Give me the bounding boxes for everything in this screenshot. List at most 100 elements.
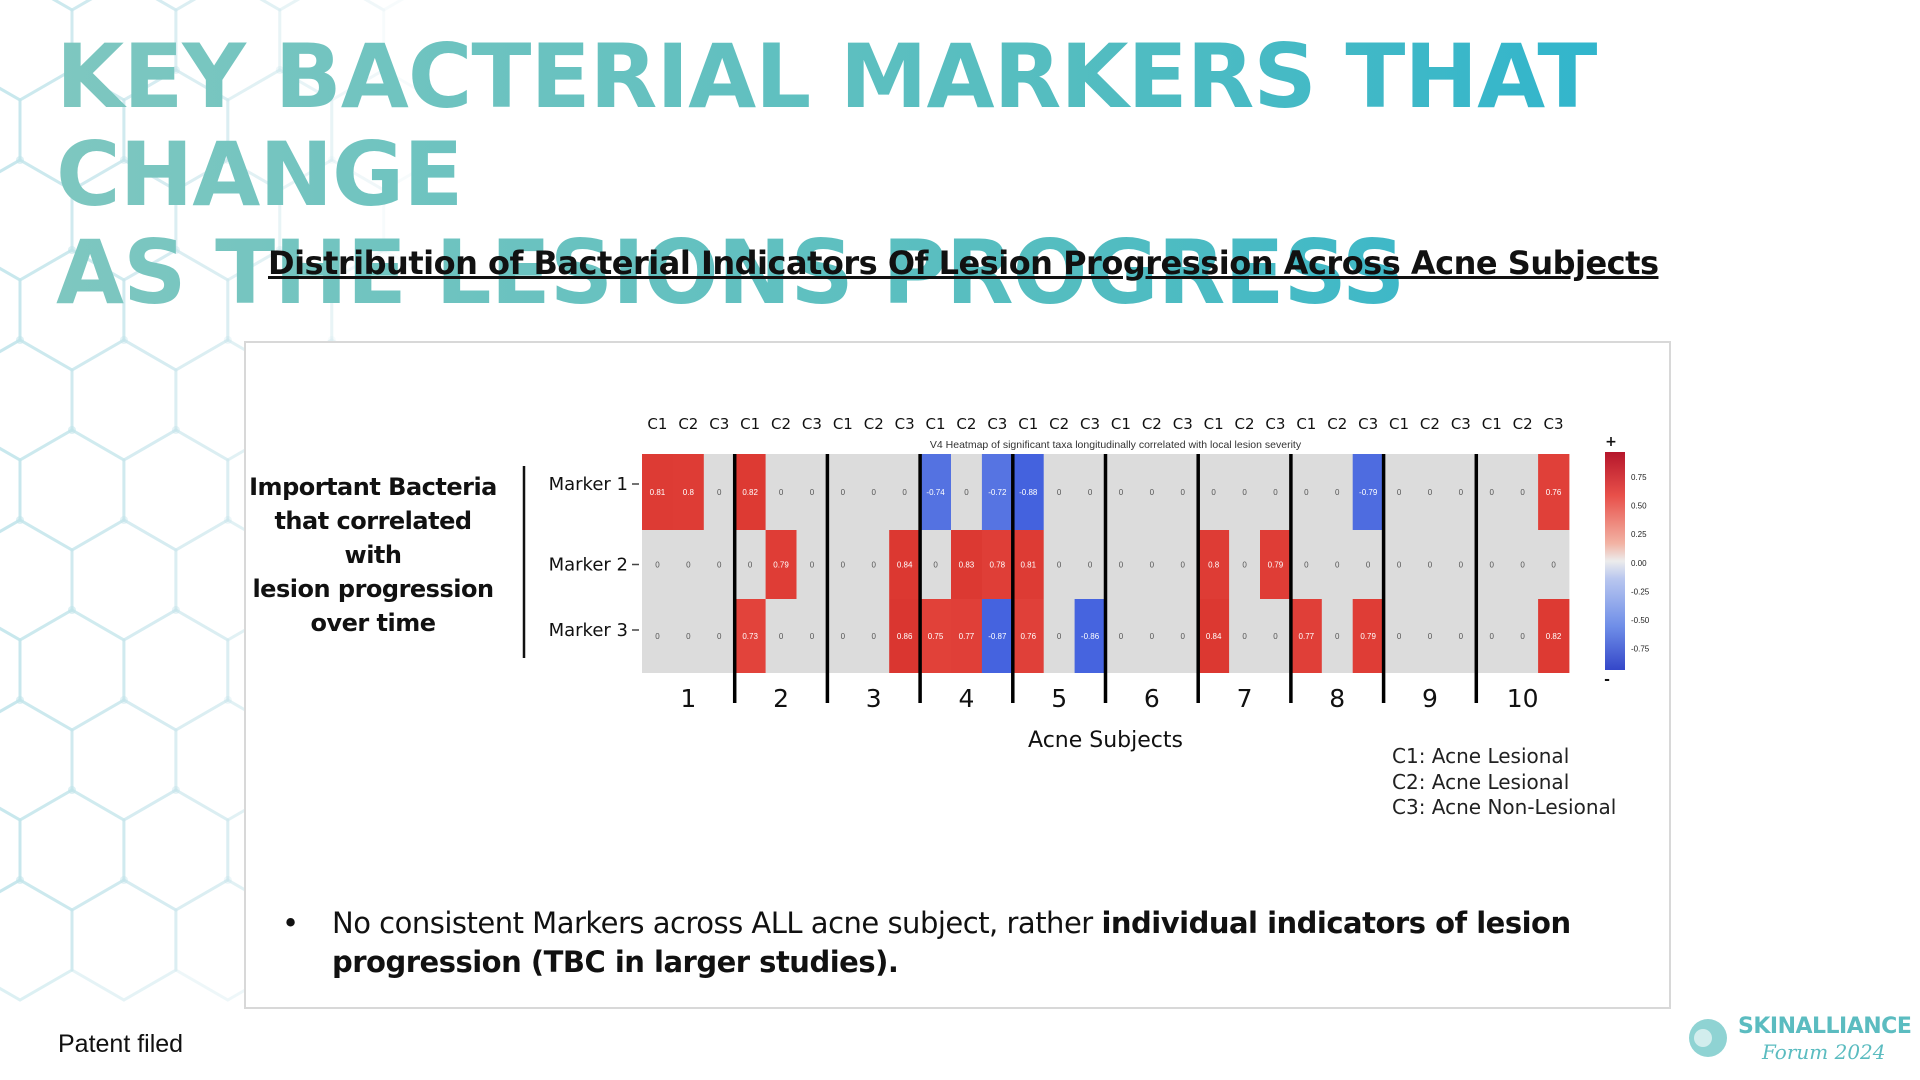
heatmap-cell	[1136, 454, 1168, 530]
column-label-c2: C2	[771, 415, 791, 433]
heatmap-cell	[1290, 530, 1323, 599]
hexagon-node	[223, 336, 232, 344]
heatmap-cell-label: 0	[1397, 488, 1402, 497]
legend-line-c3: C3: Acne Non-Lesional	[1392, 795, 1617, 819]
subject-number: 8	[1329, 684, 1345, 713]
heatmap-cell-label: 0	[841, 632, 846, 641]
legend-line-c2: C2: Acne Lesional	[1392, 769, 1570, 794]
column-label-c1: C1	[647, 415, 667, 433]
heatmap-cell-label: 0	[872, 561, 877, 570]
column-label-c2: C2	[678, 415, 698, 433]
heatmap-cell-label: 0	[1057, 561, 1062, 570]
heatmap-cell-label: 0	[686, 561, 691, 570]
heatmap-cell	[642, 599, 674, 673]
heatmap-cell-label: 0	[1150, 488, 1155, 497]
heatmap-cell-label: 0	[1490, 632, 1495, 641]
x-axis-label: Acne Subjects	[1028, 728, 1183, 753]
hexagon-node	[275, 66, 284, 74]
column-label-c3: C3	[895, 415, 915, 433]
heatmap-cell	[1383, 454, 1415, 530]
hexagon-shape	[226, 68, 334, 192]
heatmap-cell	[765, 530, 797, 599]
heatmap-cell	[1538, 454, 1570, 530]
heatmap-cell	[796, 530, 828, 599]
heatmap-cell-label: 0	[1428, 488, 1433, 497]
heatmap-cell-label: 0	[1242, 561, 1247, 570]
column-label-c3: C3	[1451, 415, 1471, 433]
heatmap-cell	[920, 530, 952, 599]
heatmap-cell	[642, 454, 674, 530]
hexagon-shape	[70, 878, 178, 1002]
patent-note: Patent filed	[58, 1030, 184, 1058]
heatmap-cell-label: 0	[1459, 561, 1464, 570]
heatmap-cell	[1352, 599, 1384, 673]
heatmap-cell	[827, 599, 859, 673]
hexagon-node	[67, 786, 76, 794]
hexagon-shape	[122, 68, 230, 192]
column-label-c1: C1	[740, 415, 760, 433]
colorbar-tick-label: 0.25	[1631, 530, 1647, 539]
colorbar-tick-label: 0.50	[1631, 502, 1647, 511]
heatmap-cell-label: 0.78	[990, 561, 1006, 570]
column-label-c1: C1	[1204, 415, 1224, 433]
heatmap-cell-label: 0	[810, 561, 815, 570]
heatmap-cell-label: 0.84	[897, 561, 913, 570]
heatmap-cell-label: 0	[1181, 632, 1186, 641]
heatmap-cell-label: 0.84	[1206, 632, 1222, 641]
heatmap-cell	[951, 530, 983, 599]
heatmap-cell-label: 0	[810, 632, 815, 641]
heatmap-cell-label: 0.73	[742, 632, 758, 641]
hexagon-node	[119, 876, 128, 884]
subject-number: 3	[866, 684, 882, 713]
heatmap-cell	[1507, 530, 1539, 599]
figure-panel	[244, 341, 1671, 1009]
heatmap-cell	[1321, 454, 1354, 530]
heatmap-cell	[827, 530, 859, 599]
heatmap-cell	[1321, 599, 1354, 673]
heatmap-cell-label: 0	[717, 561, 722, 570]
heatmap-cell	[889, 454, 921, 530]
heatmap-cell	[1414, 599, 1446, 673]
heatmap-cell	[1290, 599, 1323, 673]
heatmap-cell	[1198, 454, 1230, 530]
hexagon-node	[171, 426, 180, 434]
heatmap-cell	[734, 530, 766, 599]
column-label-c2: C2	[1327, 415, 1347, 433]
heatmap-cell-label: 0	[1211, 488, 1216, 497]
hexagon-shape	[226, 248, 334, 372]
hexagon-node	[171, 66, 180, 74]
heatmap-cell-label: 0	[1335, 561, 1340, 570]
heatmap-cell	[672, 530, 705, 599]
sample-legend: C1: Acne Lesional C2: Acne Lesional C3: …	[1392, 744, 1616, 821]
heatmap-cell	[1167, 599, 1199, 673]
hexagon-node	[327, 156, 336, 164]
heatmap-cell-label: 0	[1150, 561, 1155, 570]
subject-number: 7	[1237, 684, 1253, 713]
heatmap-cell-label: 0	[1490, 561, 1495, 570]
column-label-c2: C2	[1235, 415, 1255, 433]
heatmap-cell	[1229, 530, 1261, 599]
heatmap-title: V4 Heatmap of significant taxa longitudi…	[930, 439, 1302, 451]
heatmap-cell-label: 0	[717, 632, 722, 641]
logo-mark-icon	[1689, 1019, 1727, 1057]
heatmap-cell	[1167, 454, 1199, 530]
logo-subtitle: Forum 2024	[1762, 1040, 1886, 1064]
column-label-c2: C2	[1142, 415, 1162, 433]
heatmap-cell-label: 0	[1335, 488, 1340, 497]
heatmap-cell	[920, 454, 952, 530]
heatmap-cell	[642, 530, 674, 599]
heatmap-cell-label: -0.87	[988, 632, 1007, 641]
heatmap-cell-label: 0	[1428, 632, 1433, 641]
heatmap-cell	[1476, 530, 1508, 599]
heatmap-cell	[1074, 599, 1106, 673]
side-label-line: Important Bacteria	[249, 473, 497, 501]
hexagon-shape	[174, 0, 282, 102]
colorbar-tick-label: 0.00	[1631, 559, 1647, 568]
heatmap-cell	[1352, 530, 1384, 599]
chart-subtitle: Distribution of Bacterial Indicators Of …	[268, 244, 1659, 282]
heatmap-cell-label: 0	[1520, 632, 1525, 641]
heatmap-cell	[765, 599, 797, 673]
subject-number: 6	[1144, 684, 1160, 713]
column-label-c1: C1	[1111, 415, 1131, 433]
